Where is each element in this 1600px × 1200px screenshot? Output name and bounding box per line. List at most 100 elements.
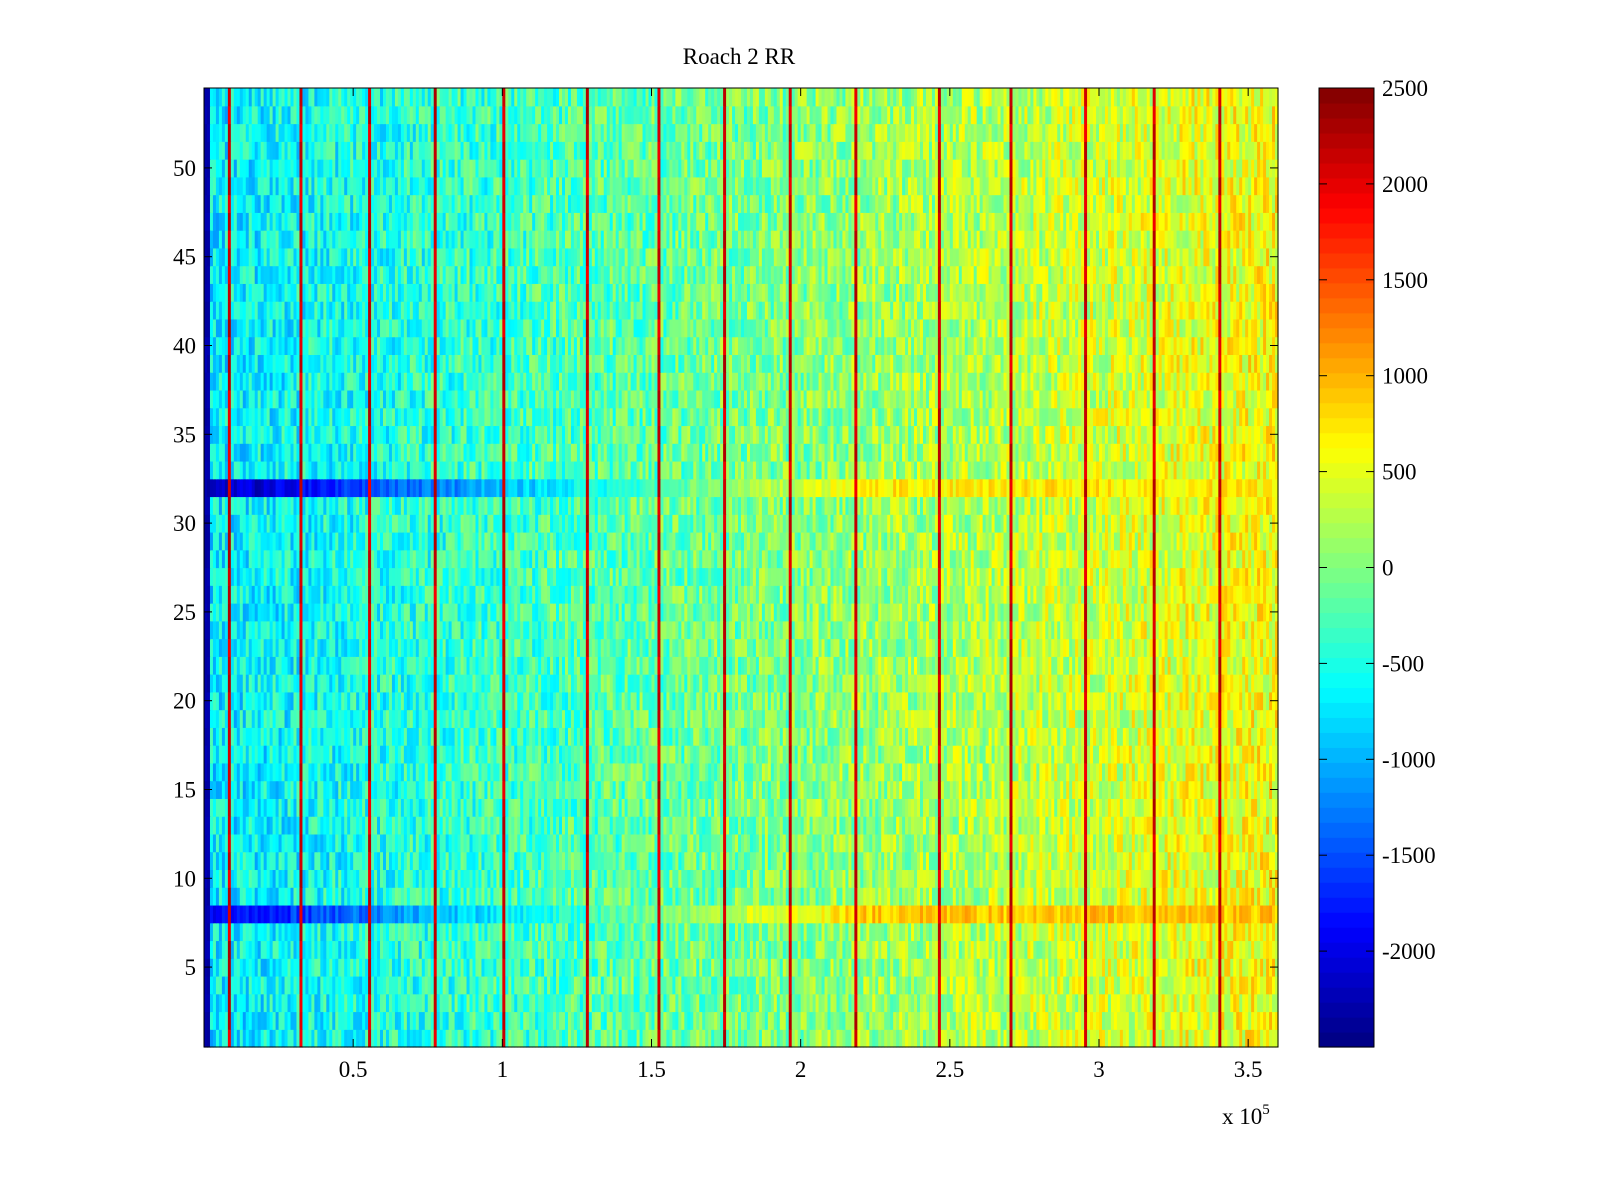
heatmap-cell (511, 869, 515, 888)
heatmap-cell (1254, 887, 1258, 906)
heatmap-cell (1051, 975, 1055, 995)
heatmap-cell (836, 816, 841, 835)
heatmap-cell (430, 958, 435, 977)
heatmap-cell (669, 1029, 673, 1048)
heatmap-cell (1218, 851, 1222, 871)
heatmap-cell (394, 833, 399, 853)
heatmap-cell (857, 887, 861, 906)
heatmap-cell (723, 816, 727, 835)
heatmap-cell (881, 904, 885, 924)
heatmap-cell (821, 922, 826, 942)
heatmap-cell (567, 869, 572, 888)
heatmap-cell (1116, 993, 1121, 1013)
heatmap-cell (374, 993, 378, 1013)
heatmap-cell (1155, 958, 1160, 977)
heatmap-cell (1042, 851, 1046, 871)
heatmap-cell (1212, 851, 1216, 871)
heatmap-cell (1081, 887, 1085, 906)
heatmap-cell (1015, 869, 1020, 888)
heatmap-cell (1176, 940, 1181, 959)
heatmap-cell (1251, 1029, 1255, 1048)
heatmap-cell (696, 833, 700, 853)
heatmap-cell (254, 833, 259, 853)
heatmap-cell (427, 940, 432, 959)
heatmap-cell (1057, 851, 1061, 871)
heatmap-cell (424, 887, 429, 906)
heatmap-cell (305, 1029, 310, 1048)
heatmap-cell (845, 922, 849, 942)
heatmap-cell (1066, 975, 1070, 995)
heatmap-cell (314, 904, 318, 924)
heatmap-cell (388, 958, 393, 977)
heatmap-cell (323, 975, 327, 995)
heatmap-cell (1057, 940, 1061, 959)
heatmap-cell (326, 887, 330, 906)
heatmap-cell (618, 993, 623, 1013)
heatmap-cell (1081, 958, 1085, 977)
heatmap-cell (842, 869, 847, 888)
heatmap-cells (204, 88, 1279, 1048)
heatmap-cell (675, 922, 679, 942)
heatmap-cell (842, 851, 847, 871)
heatmap-cell (517, 833, 521, 853)
heatmap-cell (931, 993, 936, 1013)
heatmap-cell (994, 869, 999, 888)
heatmap-cell (526, 993, 530, 1013)
heatmap-cell (1093, 922, 1097, 942)
heatmap-cell (621, 816, 626, 835)
heatmap-cell (394, 816, 399, 835)
heatmap-cell (1033, 869, 1037, 888)
heatmap-cell (1194, 816, 1199, 835)
heatmap-cell (1272, 904, 1276, 924)
heatmap-cell (1248, 1029, 1252, 1048)
heatmap-cell (663, 1029, 668, 1048)
heatmap-cell (481, 958, 486, 977)
heatmap-cell (311, 798, 315, 817)
heatmap-cell (800, 922, 805, 942)
heatmap-cell (818, 904, 823, 924)
heatmap-cell (299, 887, 304, 906)
heatmap-cell (1179, 887, 1184, 906)
heatmap-cell (1128, 869, 1133, 888)
heatmap-cell (794, 922, 799, 942)
heatmap-cell (475, 869, 480, 888)
heatmap-cell (717, 958, 721, 977)
heatmap-cell (1099, 1029, 1103, 1048)
heatmap-cell (603, 922, 608, 942)
heatmap-cell (899, 1011, 903, 1030)
heatmap-cell (1030, 993, 1034, 1013)
heatmap-cell (562, 816, 566, 835)
heatmap-cell (296, 1011, 301, 1030)
heatmap-cell (866, 851, 870, 871)
heatmap-cell (773, 1011, 778, 1030)
heatmap-cell (415, 922, 420, 942)
heatmap-cell (212, 940, 217, 959)
heatmap-cell (1230, 958, 1234, 977)
heatmap-cell (812, 940, 817, 959)
heatmap-cell (493, 798, 497, 817)
heatmap-cell (729, 851, 733, 871)
heatmap-cell (445, 1011, 450, 1030)
heatmap-cell (612, 887, 617, 906)
heatmap-cell (1251, 904, 1255, 924)
heatmap-cell (1179, 993, 1184, 1013)
heatmap-cell (1078, 922, 1082, 942)
heatmap-cell (305, 851, 310, 871)
heatmap-cell (564, 833, 569, 853)
heatmap-cell (800, 958, 805, 977)
heatmap-cell (478, 851, 483, 871)
heatmap-cell (794, 1011, 799, 1030)
heatmap-cell (1230, 816, 1234, 835)
heatmap-cell (1057, 993, 1061, 1013)
heatmap-cell (603, 958, 608, 977)
heatmap-cell (1149, 816, 1154, 835)
heatmap-cell (308, 816, 312, 835)
heatmap-cell (588, 1011, 593, 1030)
heatmap-cell (624, 958, 629, 977)
heatmap-cell (365, 975, 369, 995)
heatmap-cell (1012, 958, 1017, 977)
heatmap-cell (344, 816, 348, 835)
heatmap-cell (517, 1029, 521, 1048)
heatmap-cell (508, 798, 512, 817)
heatmap-cell (439, 798, 444, 817)
